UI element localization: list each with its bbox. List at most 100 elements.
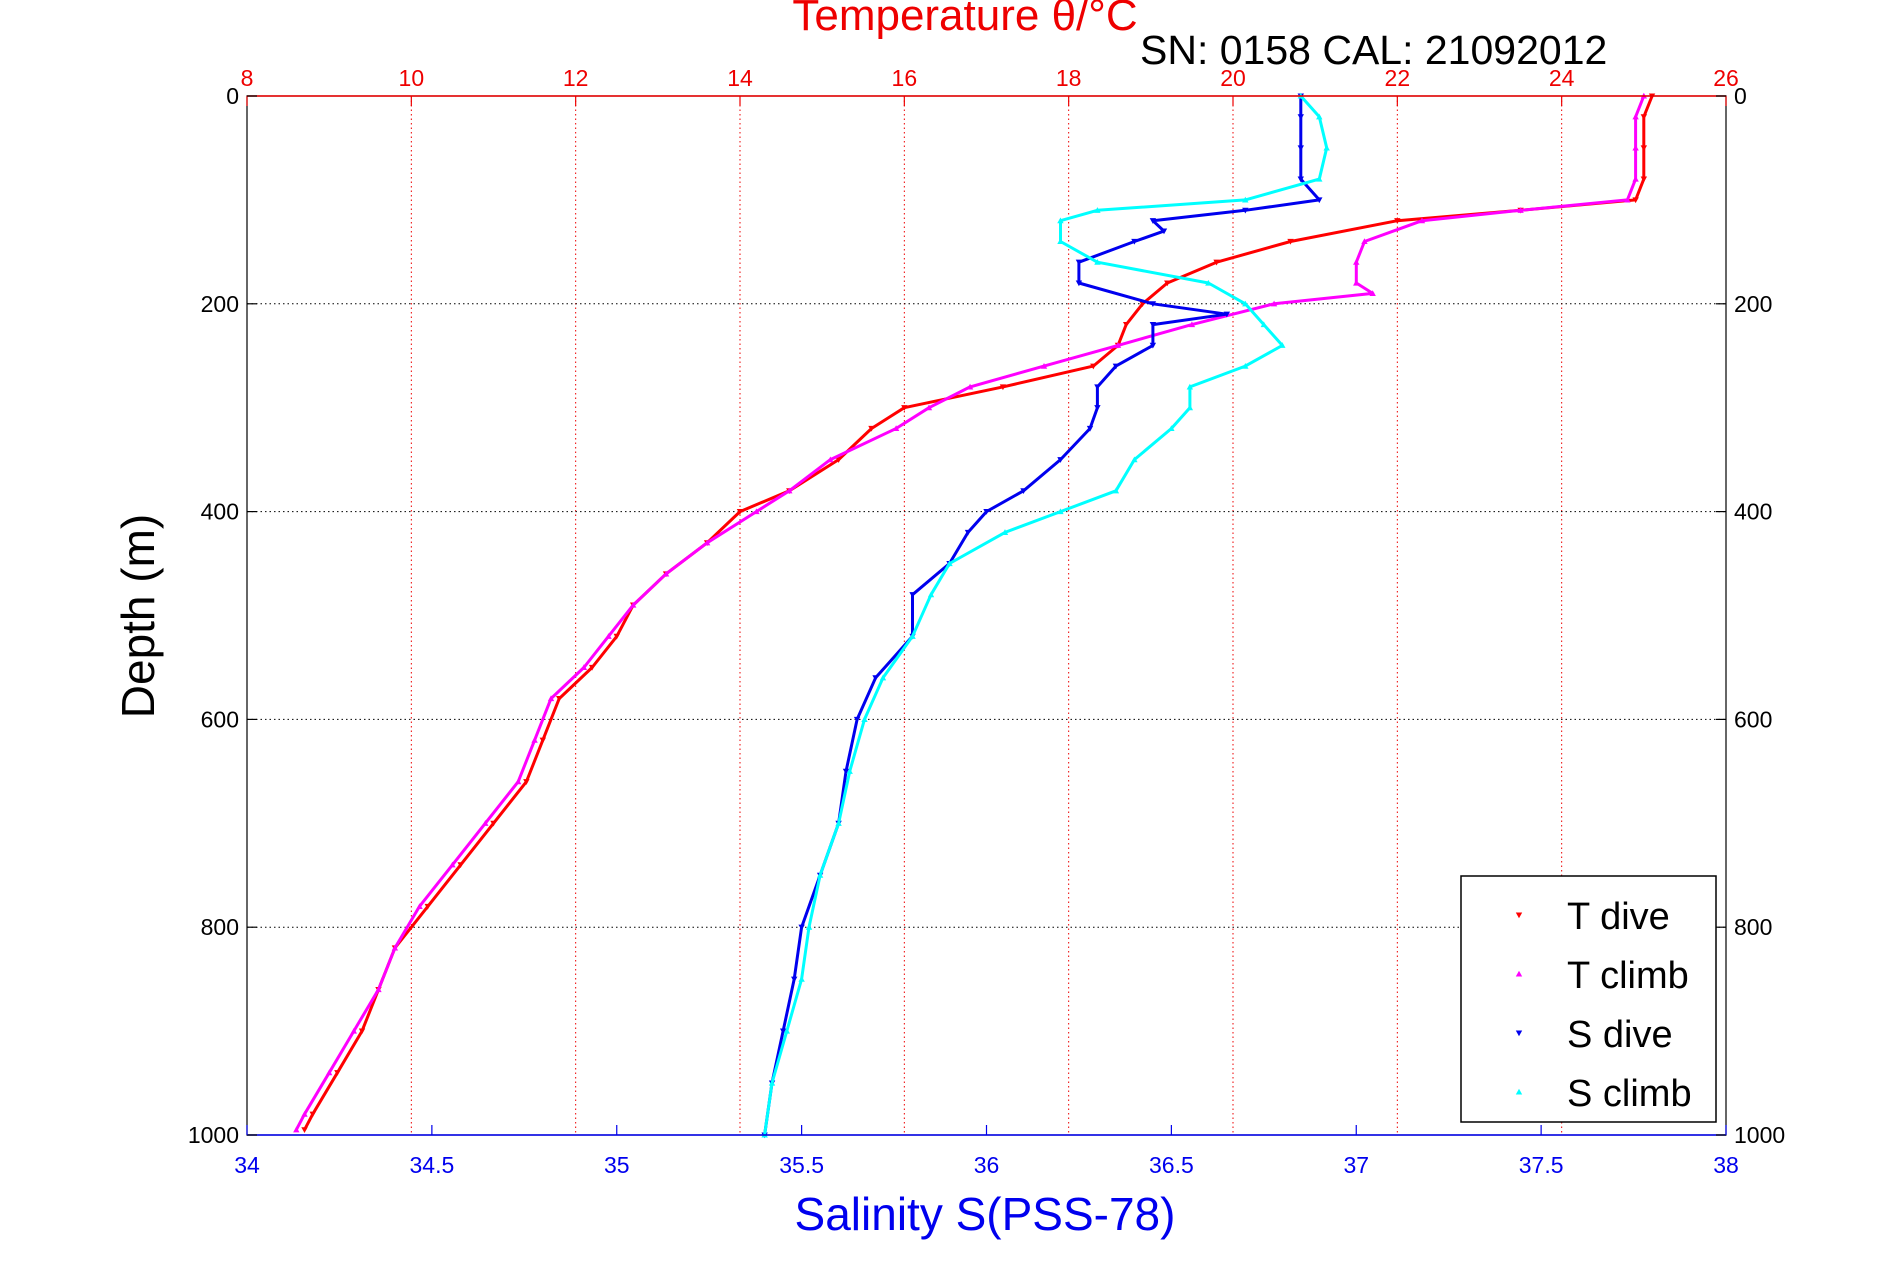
data-point (490, 820, 497, 827)
data-point (416, 903, 423, 909)
left-tick-label: 200 (201, 291, 239, 317)
data-point (1323, 144, 1330, 151)
data-point (1114, 342, 1122, 348)
data-point (1086, 425, 1094, 432)
data-point (1094, 384, 1101, 391)
data-point (605, 633, 612, 639)
data-point (999, 384, 1007, 391)
series-s-climb (761, 92, 1330, 1138)
data-point (580, 664, 588, 671)
top-tick-label: 12 (563, 65, 589, 91)
top-tick-label: 26 (1713, 65, 1739, 91)
data-point (783, 1027, 791, 1034)
data-point (301, 1111, 308, 1117)
x-axis-label: Salinity S(PSS-78) (795, 1188, 1176, 1240)
data-point (1640, 145, 1648, 152)
data-point (1297, 145, 1304, 152)
data-point (1640, 114, 1648, 120)
data-point (1632, 175, 1639, 182)
data-point (791, 976, 798, 983)
series-line (294, 95, 1646, 1131)
data-point (1094, 207, 1101, 213)
data-point (805, 924, 813, 930)
data-point (1353, 259, 1360, 265)
data-point (798, 924, 805, 931)
data-point (703, 539, 711, 546)
bottom-tick-label: 35 (604, 1152, 630, 1178)
series-line (303, 95, 1654, 1131)
data-point (1075, 280, 1083, 287)
bottom-tick-label: 34 (234, 1152, 260, 1178)
data-point (547, 695, 555, 702)
data-point (925, 404, 933, 411)
data-point (1149, 218, 1157, 224)
legend-label: T dive (1567, 896, 1670, 938)
data-point (1149, 342, 1157, 349)
data-point (853, 716, 861, 723)
left-tick-label: 0 (226, 83, 239, 109)
data-point (1353, 279, 1360, 286)
data-point (946, 560, 953, 567)
data-point (1186, 404, 1194, 411)
data-point (482, 820, 489, 826)
data-point (966, 383, 974, 390)
data-point (1094, 405, 1101, 411)
data-point (1418, 217, 1426, 224)
data-point (861, 716, 868, 722)
data-point (983, 509, 990, 515)
data-point (1001, 529, 1009, 535)
left-tick-label: 800 (201, 914, 239, 940)
data-point (835, 820, 842, 826)
top-tick-label: 16 (892, 65, 918, 91)
data-point (1242, 362, 1249, 369)
data-point (1112, 487, 1120, 494)
data-point (1057, 238, 1064, 245)
data-point (556, 696, 563, 702)
data-point (1297, 176, 1304, 183)
data-point (1632, 197, 1639, 204)
data-point (514, 778, 522, 785)
data-point (927, 591, 935, 598)
legend-marker (1515, 1088, 1523, 1095)
data-point (879, 674, 887, 681)
right-tick-label: 400 (1734, 499, 1772, 525)
data-point (1223, 311, 1231, 318)
data-point (1160, 228, 1168, 235)
data-point (1270, 300, 1278, 307)
data-point (909, 633, 916, 639)
bottom-tick-label: 34.5 (409, 1152, 454, 1178)
data-point (613, 633, 620, 640)
data-point (1057, 508, 1064, 515)
right-tick-label: 0 (1734, 83, 1747, 109)
series-layer (293, 92, 1656, 1139)
data-point (1186, 383, 1194, 390)
series-line (763, 96, 1321, 1136)
top-tick-label: 20 (1220, 65, 1246, 91)
data-point (1020, 488, 1027, 495)
data-point (816, 872, 824, 878)
data-point (301, 1127, 308, 1134)
data-point (325, 1069, 333, 1076)
left-tick-label: 600 (201, 706, 239, 732)
bottom-tick-label: 37 (1343, 1152, 1369, 1178)
data-point (1394, 218, 1401, 224)
data-point (1316, 197, 1323, 204)
right-tick-label: 800 (1734, 914, 1772, 940)
data-point (909, 592, 916, 598)
data-point (449, 861, 456, 868)
data-point (1057, 217, 1064, 224)
data-point (1122, 322, 1130, 328)
top-tick-label: 24 (1549, 65, 1575, 91)
data-point (842, 768, 850, 775)
legend-label: S dive (1567, 1014, 1673, 1056)
data-point (1287, 238, 1294, 245)
bottom-tick-label: 36.5 (1149, 1152, 1194, 1178)
data-point (736, 509, 744, 515)
series-t-climb (293, 92, 1648, 1133)
data-point (424, 903, 431, 910)
data-point (539, 737, 546, 744)
data-point (1213, 259, 1220, 266)
data-point (1632, 113, 1639, 120)
data-point (868, 425, 875, 432)
data-point (1260, 321, 1268, 328)
